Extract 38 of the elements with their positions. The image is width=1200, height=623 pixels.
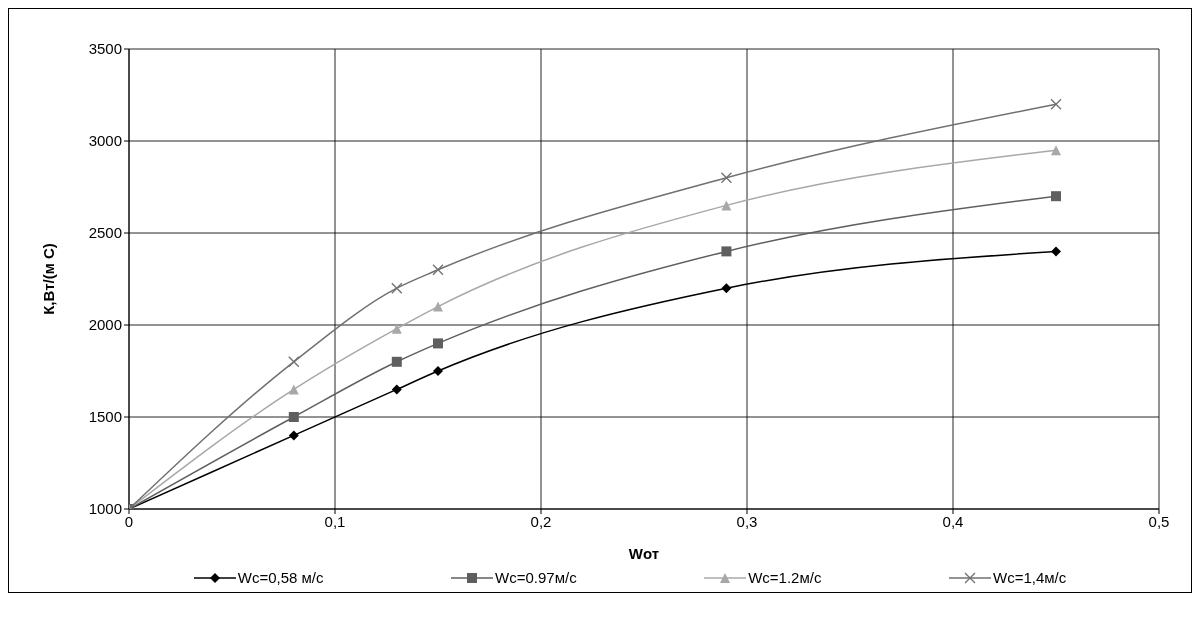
- point: [288, 412, 299, 422]
- point: [721, 246, 732, 257]
- x-tick-label: 0,5: [1148, 512, 1170, 530]
- point: [391, 356, 402, 367]
- point: [433, 366, 443, 376]
- x-tick-label: 0,1: [324, 512, 346, 530]
- point: [432, 264, 444, 276]
- legend-label: Wc=1,4м/с: [992, 569, 1067, 586]
- point: [391, 384, 402, 395]
- point: [391, 282, 403, 294]
- y-tick-label: 3000: [88, 132, 122, 150]
- x-axis-title: Wот: [628, 545, 660, 562]
- point: [1051, 145, 1061, 156]
- point: [288, 356, 300, 368]
- x-tick-label: 0,3: [736, 512, 758, 530]
- point: [1050, 98, 1062, 110]
- point: [288, 430, 299, 441]
- x-tick-label: 0,2: [530, 512, 552, 530]
- x-tick-label: 0,4: [942, 512, 964, 530]
- point: [721, 200, 732, 211]
- point: [1051, 191, 1061, 202]
- legend-label: Wc=0.97м/с: [495, 569, 577, 586]
- y-tick-label: 2500: [88, 224, 122, 242]
- point: [433, 338, 443, 349]
- y-tick-label: 2000: [88, 316, 122, 334]
- x-tick-label: 0: [124, 512, 134, 530]
- y-tick-label: 1000: [88, 500, 122, 518]
- point: [433, 301, 443, 312]
- point: [720, 172, 733, 184]
- legend-label: Wc=0,58 м/с: [237, 569, 324, 586]
- point: [288, 384, 299, 395]
- legend-label: Wc=1.2м/с: [748, 569, 822, 586]
- y-axis-title: К,Вт/(м С): [40, 243, 58, 315]
- point: [1051, 246, 1061, 257]
- point: [721, 283, 732, 294]
- y-tick-label: 1500: [88, 408, 122, 426]
- y-tick-label: 3500: [88, 40, 122, 58]
- point: [391, 323, 402, 334]
